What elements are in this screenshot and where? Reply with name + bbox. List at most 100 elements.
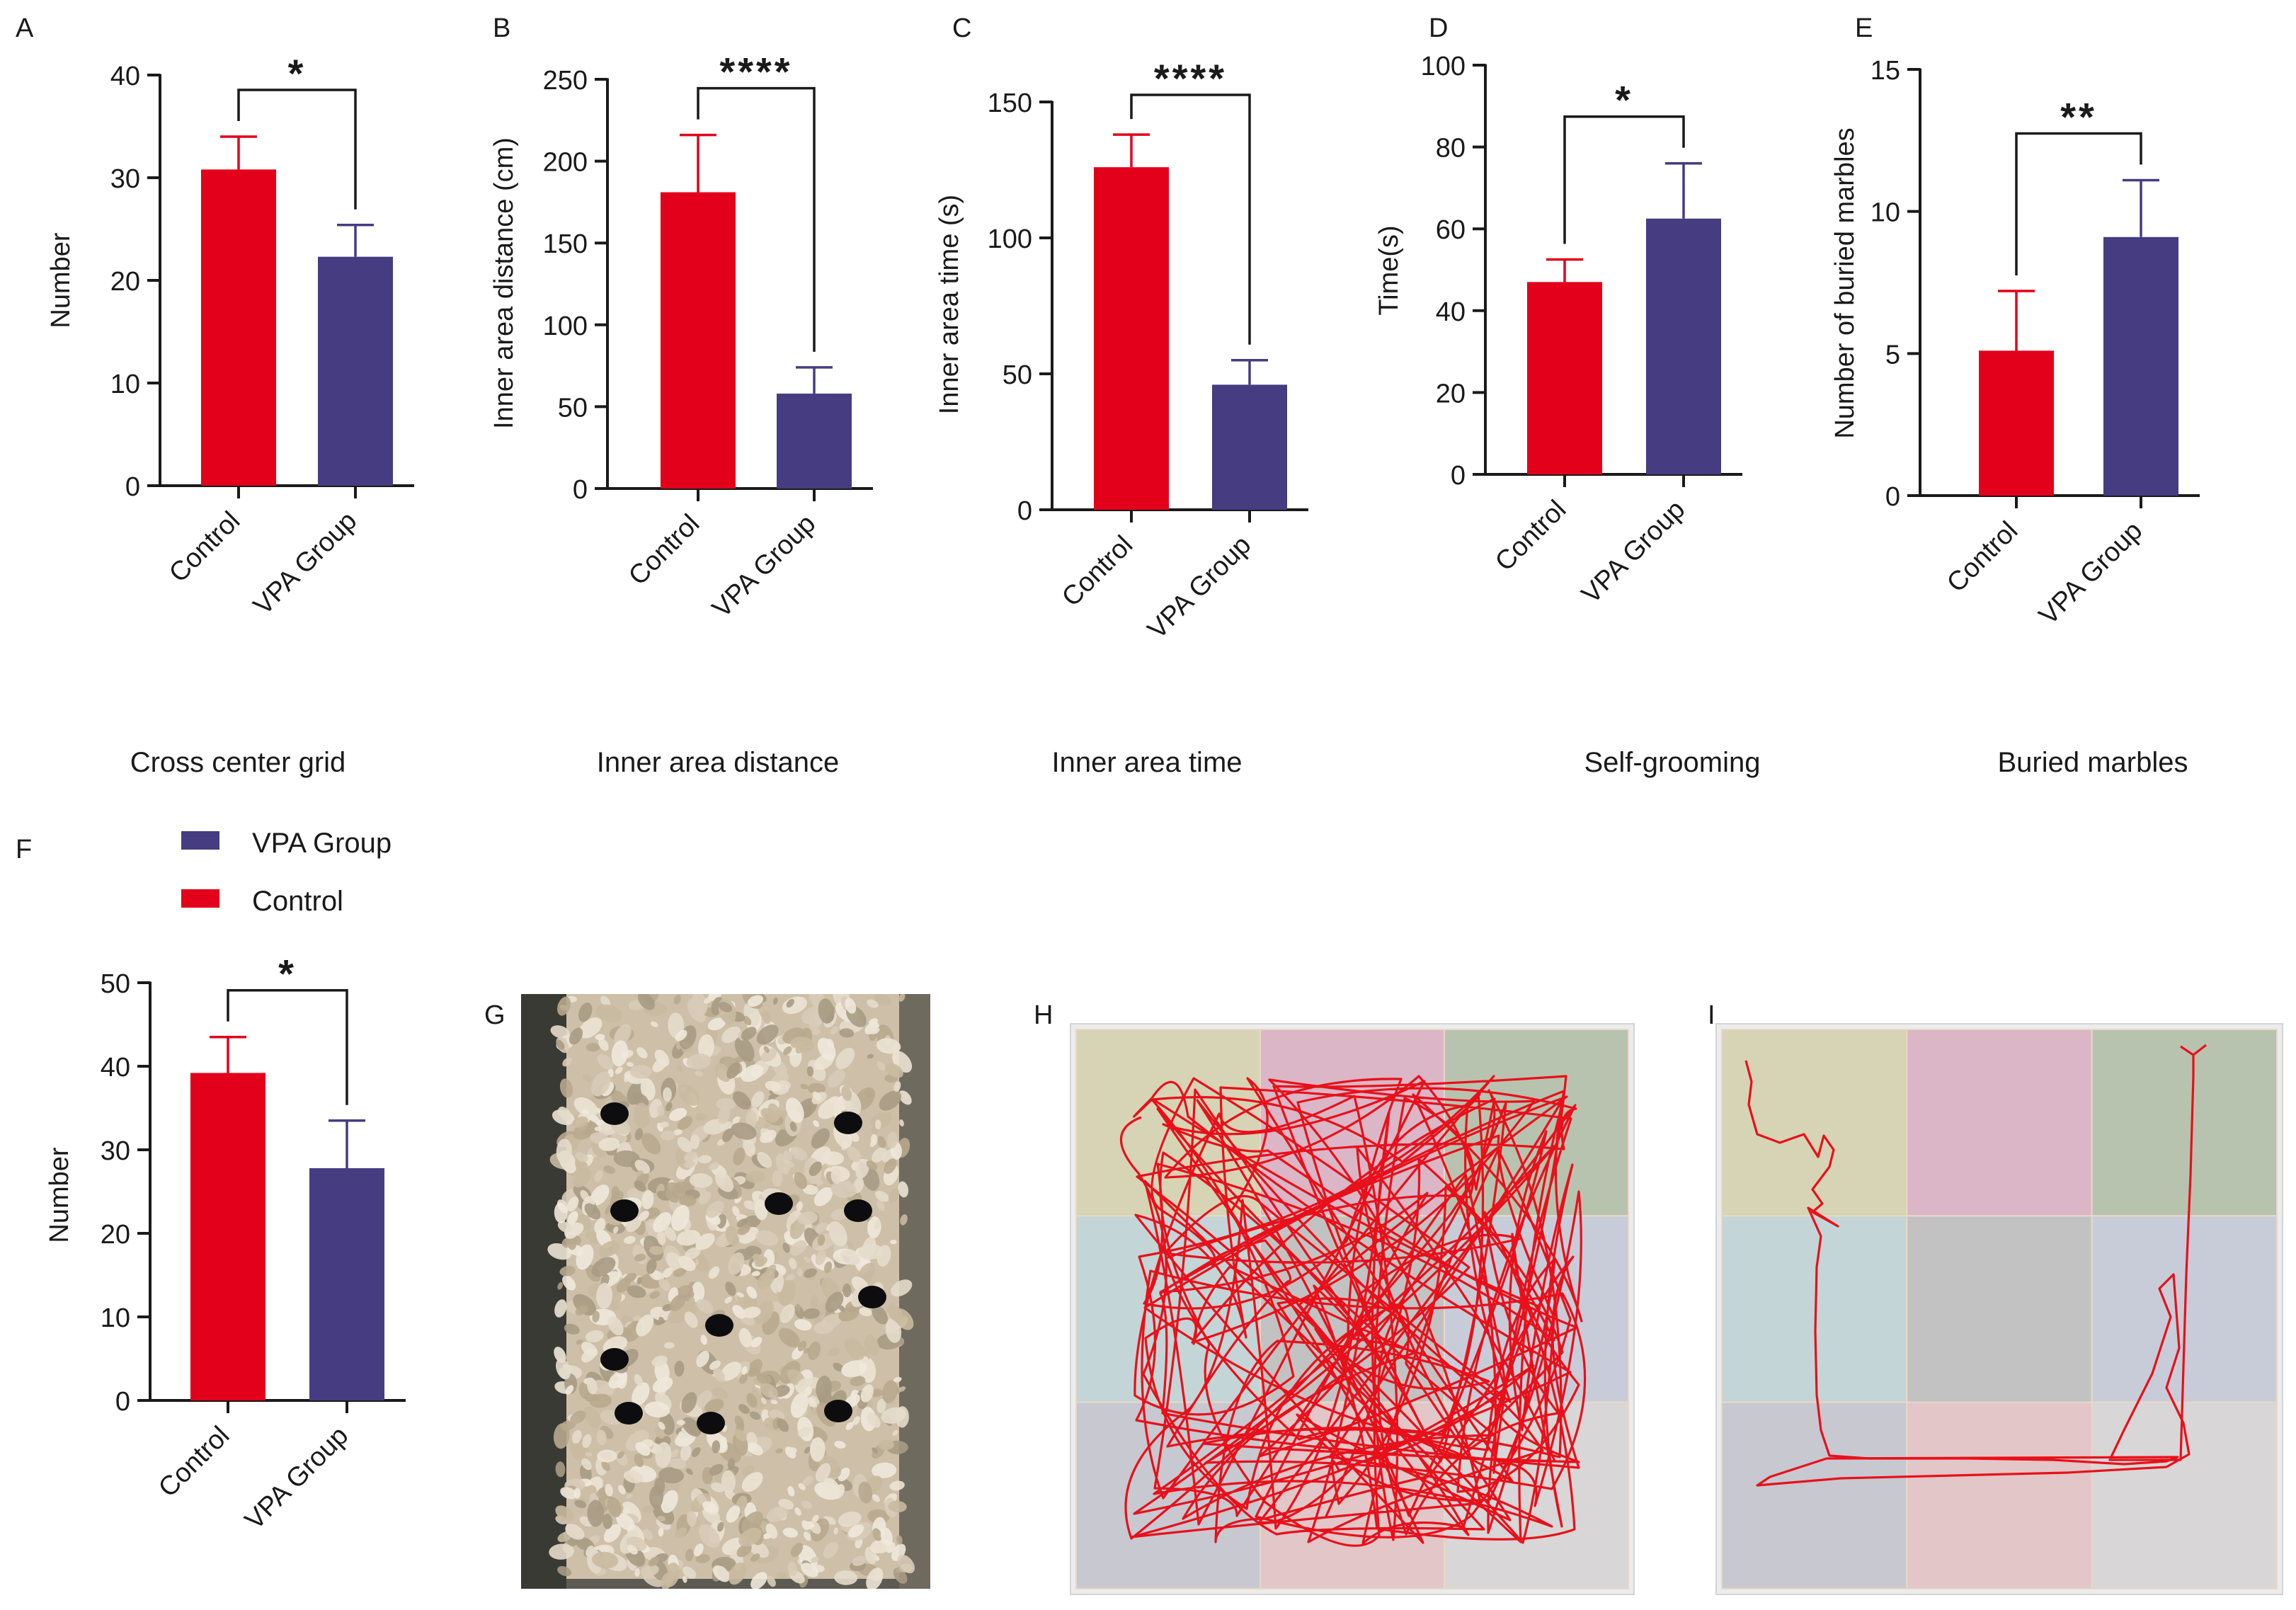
significance-stars: * [288, 51, 307, 96]
marbles [600, 1102, 886, 1434]
x-tick-label: Control [164, 506, 246, 588]
marble-burying-photo: G [484, 994, 930, 1589]
bar-control [201, 169, 276, 486]
y-tick-label: 150 [988, 89, 1032, 118]
bar-control [1527, 282, 1602, 474]
x-tick-label: VPA Group [239, 1421, 354, 1536]
marble [834, 1112, 862, 1134]
bar-vpa [1212, 384, 1287, 510]
y-axis-label: Number [45, 1147, 74, 1243]
marble [844, 1199, 872, 1222]
y-tick-label: 100 [543, 312, 588, 341]
panel-letter-h: H [1034, 1000, 1053, 1030]
bedding-texture [547, 994, 915, 1589]
significance-bracket [1563, 115, 1685, 244]
y-axis-label: Inner area time (s) [935, 195, 964, 414]
panel-title-d: Self-grooming [1584, 747, 1760, 778]
y-tick-label: 50 [101, 969, 130, 999]
y-tick-label: 50 [1003, 360, 1032, 390]
panel-letter-b: B [493, 13, 510, 43]
y-tick-label: 0 [1017, 496, 1032, 526]
y-tick-label: 10 [101, 1303, 130, 1333]
arena-zone [1906, 1029, 2093, 1217]
marble [705, 1314, 733, 1337]
legend-label-control: Control [252, 886, 343, 917]
y-tick-label: 40 [101, 1053, 130, 1083]
x-tick-label: VPA Group [2033, 516, 2148, 631]
panel-letter-f: F [16, 835, 32, 864]
bar-vpa [318, 256, 393, 486]
significance-bracket [227, 988, 348, 1105]
x-tick-label: VPA Group [707, 509, 821, 624]
arena-grid-i [1715, 1023, 2283, 1595]
open-field-track-control: H [1034, 1000, 1635, 1595]
bar-vpa [2103, 236, 2178, 496]
y-tick-label: 0 [573, 475, 588, 505]
y-tick-label: 60 [1436, 215, 1466, 245]
panel-letter-d: D [1429, 13, 1448, 43]
significance-stars: ** [2060, 95, 2097, 139]
marble [765, 1192, 793, 1215]
y-axis-label: Number of buried marbles [1830, 127, 1860, 438]
y-tick-label: 20 [1436, 379, 1466, 409]
x-tick-label: VPA Group [1142, 530, 1257, 645]
panel-letter-i: I [1708, 1000, 1715, 1030]
chart-panel-b: B 0 50 100 150 200 250 Inner area distance (cm)… [489, 13, 873, 778]
marble [600, 1348, 629, 1371]
chart-panel-f: F 0 10 20 30 40 50 Number Control VPA Group * [16, 835, 406, 1536]
x-tick-label: VPA Group [248, 506, 362, 621]
y-tick-label: 0 [1451, 461, 1466, 491]
y-tick-label: 200 [543, 148, 588, 178]
arena-zone [1721, 1215, 1908, 1403]
y-tick-label: 0 [125, 472, 140, 502]
panel-letter-e: E [1855, 13, 1873, 43]
arena-zone [1721, 1401, 1908, 1589]
bar-control [1094, 167, 1169, 510]
chart-panel-c: C 0 50 100 150 Inner area time (s) Control VPA … [935, 13, 1308, 778]
significance-bracket [237, 89, 357, 210]
bar-vpa [777, 393, 852, 489]
y-tick-label: 10 [110, 370, 140, 399]
y-tick-label: 40 [1436, 297, 1466, 327]
y-tick-label: 40 [110, 62, 140, 91]
marble [610, 1199, 639, 1222]
y-tick-label: 50 [558, 393, 588, 423]
y-tick-label: 30 [101, 1136, 130, 1166]
marble [600, 1102, 629, 1125]
bar-vpa [1646, 218, 1721, 474]
y-tick-label: 5 [1885, 340, 1900, 370]
panel-title-e: Buried marbles [1997, 747, 2188, 778]
significance-bracket [697, 86, 816, 352]
y-tick-label: 250 [543, 66, 588, 96]
marble [615, 1402, 643, 1425]
arena-zone [2091, 1029, 2278, 1217]
y-tick-label: 10 [1871, 198, 1900, 228]
chart-panel-a: A 0 10 20 30 40 Number Control VPA Group * Cross c… [16, 13, 414, 778]
panel-letter-a: A [16, 13, 34, 43]
bar-control [1979, 350, 2054, 496]
chart-panel-e: E 0 5 10 15 Number of buried marbles Control VP… [1830, 13, 2200, 778]
panel-title-b: Inner area distance [597, 747, 839, 778]
panel-letter-g: G [484, 1000, 506, 1030]
x-tick-label: Control [1941, 516, 2023, 598]
significance-stars: * [278, 952, 297, 996]
y-tick-label: 30 [110, 164, 140, 194]
movement-trace-i [1744, 1044, 2207, 1487]
panel-title-c: Inner area time [1051, 747, 1242, 778]
bar-control [661, 192, 736, 489]
y-tick-label: 150 [543, 229, 588, 259]
x-tick-label: Control [1056, 530, 1138, 612]
cage-left-wall [521, 994, 566, 1589]
y-axis-label: Number [46, 232, 76, 328]
x-tick-label: Control [623, 509, 705, 591]
y-tick-label: 0 [115, 1387, 130, 1417]
marble [697, 1412, 725, 1434]
x-tick-label: Control [1490, 495, 1572, 577]
y-tick-label: 20 [101, 1220, 130, 1250]
y-axis-label: Inner area distance (cm) [489, 137, 519, 429]
marble [824, 1400, 852, 1422]
panel-letter-c: C [952, 13, 971, 43]
arena-zone [1721, 1029, 1908, 1217]
bar-vpa [309, 1167, 384, 1400]
